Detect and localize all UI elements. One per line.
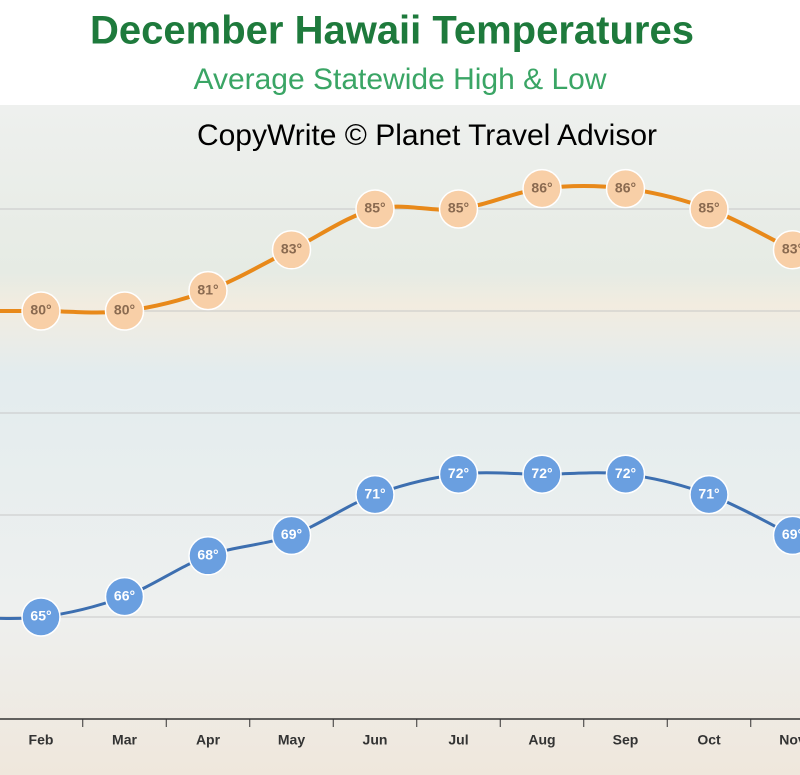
marker bbox=[605, 168, 646, 209]
x-tick-label: May bbox=[278, 732, 305, 748]
marker bbox=[438, 454, 479, 494]
background bbox=[0, 105, 800, 775]
annotation: CopyWrite © Planet Travel Advisor bbox=[197, 119, 657, 152]
data-label: 71° bbox=[698, 485, 719, 501]
x-tick-label: Feb bbox=[29, 732, 54, 748]
data-label: 85° bbox=[364, 200, 385, 216]
marker bbox=[689, 474, 729, 515]
marker bbox=[522, 454, 562, 494]
data-label: 85° bbox=[698, 200, 719, 216]
marker bbox=[772, 230, 800, 270]
data-label: 80° bbox=[30, 302, 51, 318]
header bbox=[0, 0, 800, 105]
data-label: 80° bbox=[114, 302, 135, 318]
data-label: 68° bbox=[197, 547, 218, 563]
x-tick-label: Mar bbox=[112, 732, 137, 748]
marker bbox=[271, 515, 312, 556]
x-tick-label: Apr bbox=[196, 732, 221, 748]
marker bbox=[271, 230, 312, 270]
data-label: 83° bbox=[281, 241, 302, 257]
data-label: 72° bbox=[615, 465, 636, 481]
x-tick-label: Oct bbox=[697, 732, 721, 748]
data-label: 66° bbox=[114, 587, 135, 603]
data-label: 65° bbox=[30, 608, 51, 624]
x-tick-label: Sep bbox=[613, 732, 639, 748]
marker bbox=[21, 291, 61, 331]
marker bbox=[355, 189, 395, 229]
marker bbox=[522, 168, 562, 209]
marker bbox=[689, 189, 729, 229]
data-label: 69° bbox=[281, 526, 302, 542]
chart-title: December Hawaii Temperatures bbox=[90, 9, 694, 53]
data-label: 72° bbox=[448, 465, 469, 481]
data-label: 85° bbox=[448, 200, 469, 216]
marker bbox=[188, 270, 228, 311]
x-tick-label: Nov bbox=[779, 732, 800, 748]
data-label: 69° bbox=[782, 526, 800, 542]
data-label: 72° bbox=[531, 465, 552, 481]
data-label: 86° bbox=[615, 179, 636, 195]
marker bbox=[104, 291, 145, 331]
marker bbox=[21, 597, 61, 637]
data-label: 83° bbox=[782, 241, 800, 257]
marker bbox=[772, 515, 800, 556]
marker bbox=[104, 576, 145, 617]
marker bbox=[188, 536, 228, 576]
marker bbox=[355, 474, 395, 515]
x-tick-label: Aug bbox=[528, 732, 555, 748]
marker bbox=[605, 454, 646, 494]
data-label: 81° bbox=[197, 281, 218, 297]
x-tick-label: Jun bbox=[363, 732, 388, 748]
marker bbox=[438, 189, 479, 229]
data-label: 71° bbox=[364, 485, 385, 501]
x-tick-label: Jul bbox=[448, 732, 468, 748]
data-label: 86° bbox=[531, 179, 552, 195]
chart-subtitle: Average Statewide High & Low bbox=[193, 63, 606, 96]
